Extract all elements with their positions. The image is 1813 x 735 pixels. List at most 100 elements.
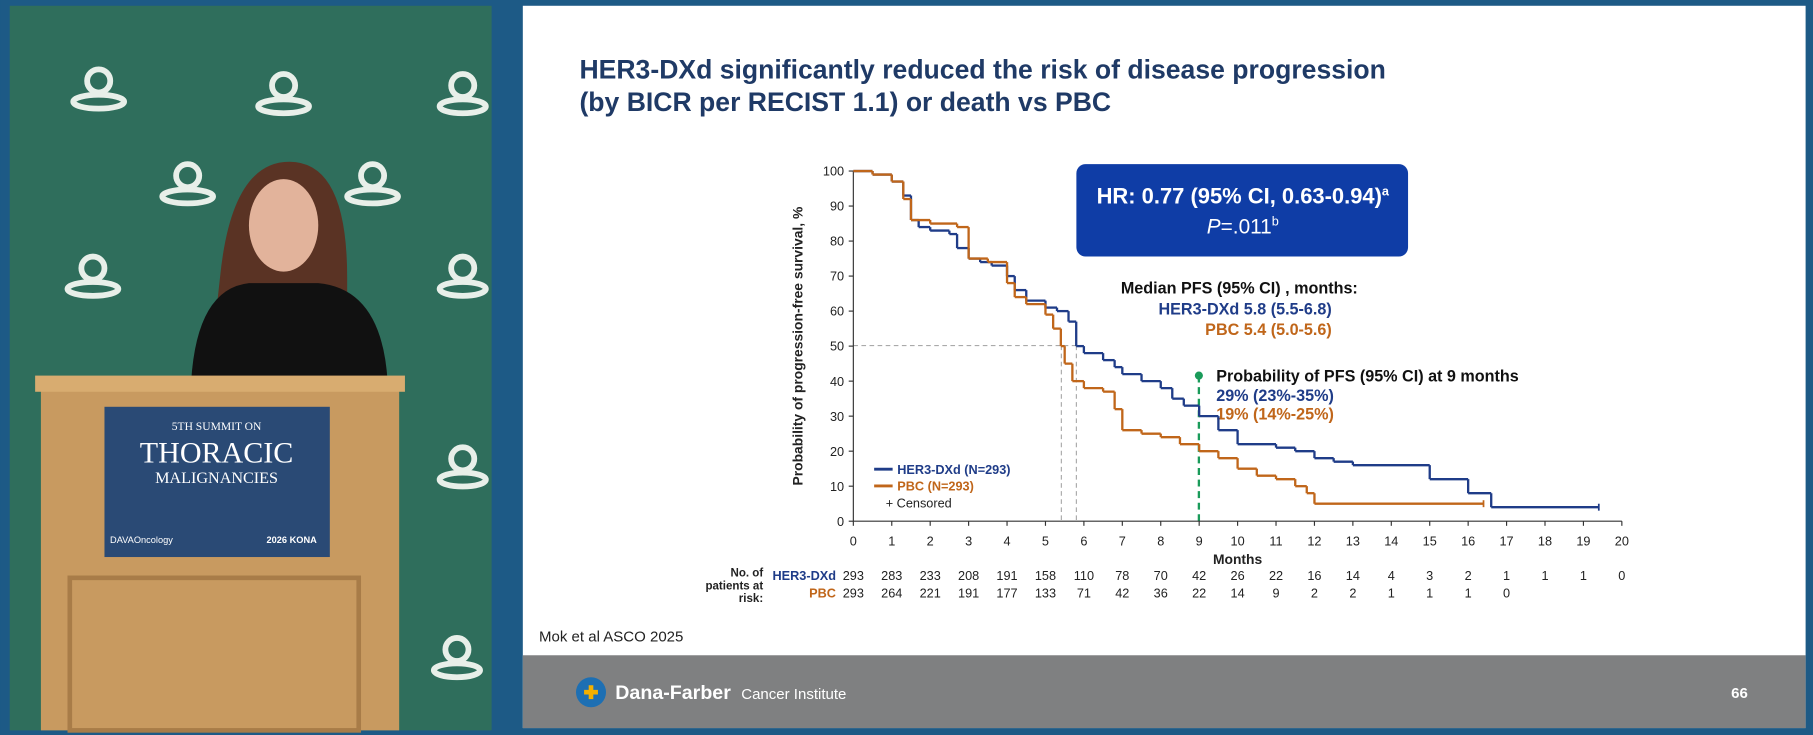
risk-count: 264 <box>881 585 902 600</box>
risk-count: 0 <box>1503 585 1510 600</box>
slide-title: HER3-DXd significantly reduced the risk … <box>579 55 1385 85</box>
slide <box>522 5 1806 729</box>
sign-text: 2026 KONA <box>267 535 318 545</box>
x-tick-label: 7 <box>1119 533 1126 548</box>
risk-count: 1 <box>1426 585 1433 600</box>
y-tick-label: 90 <box>830 199 844 214</box>
sign-text: THORACIC <box>140 436 294 469</box>
median-pbc: PBC 5.4 (5.0-5.6) <box>1205 321 1332 339</box>
x-tick-label: 15 <box>1423 533 1437 548</box>
risk-count: 283 <box>881 568 902 583</box>
footnote-mark: a <box>1382 183 1390 198</box>
risk-count: 293 <box>843 585 864 600</box>
risk-count: 233 <box>920 568 941 583</box>
y-tick-label: 70 <box>830 269 844 284</box>
footer-org: Dana-Farber <box>615 682 731 704</box>
x-tick-label: 8 <box>1157 533 1164 548</box>
x-tick-label: 0 <box>850 533 857 548</box>
podium-panel <box>67 575 362 733</box>
x-tick-label: 13 <box>1346 533 1360 548</box>
risk-count: 42 <box>1192 568 1206 583</box>
x-tick-label: 12 <box>1307 533 1321 548</box>
hr-box <box>1076 164 1409 257</box>
x-tick-label: 20 <box>1615 533 1629 548</box>
nine-month-dot <box>1194 371 1203 380</box>
risk-count: 1 <box>1388 585 1395 600</box>
legend-label: HER3-DXd (N=293) <box>897 462 1010 477</box>
risk-count: 26 <box>1231 568 1245 583</box>
x-tick-label: 4 <box>1004 533 1011 548</box>
risk-count: 4 <box>1388 568 1395 583</box>
x-tick-label: 10 <box>1231 533 1245 548</box>
legend-censored: + Censored <box>886 495 952 510</box>
x-axis-label: Months <box>1213 551 1263 567</box>
risk-count: 2 <box>1465 568 1472 583</box>
pfs9-heading: Probability of PFS (95% CI) at 9 months <box>1216 367 1519 385</box>
risk-count: 293 <box>843 568 864 583</box>
risk-count: 14 <box>1231 585 1245 600</box>
risk-label: risk: <box>739 593 763 605</box>
p-value: =.011 <box>1221 215 1272 238</box>
risk-count: 177 <box>996 585 1017 600</box>
risk-count: 1 <box>1465 585 1472 600</box>
sign-text: MALIGNANCIES <box>155 470 278 487</box>
pfs9-her3: 29% (23%-35%) <box>1216 387 1334 405</box>
footer-logo-cross <box>584 685 598 700</box>
risk-count: 2 <box>1311 585 1318 600</box>
slide-footer <box>522 655 1806 729</box>
risk-count: 14 <box>1346 568 1360 583</box>
hr-value: HR: 0.77 (95% CI, 0.63-0.94) <box>1097 183 1382 208</box>
hr-text: HR: 0.77 (95% CI, 0.63-0.94)a <box>1097 183 1390 208</box>
x-tick-label: 16 <box>1461 533 1475 548</box>
video-panel: 5TH SUMMIT ON THORACIC MALIGNANCIES DAVA… <box>9 5 492 733</box>
y-tick-label: 20 <box>830 444 844 459</box>
risk-count: 16 <box>1307 568 1321 583</box>
risk-count: 208 <box>958 568 979 583</box>
x-tick-label: 1 <box>888 533 895 548</box>
p-text: P=.011b <box>1207 213 1279 238</box>
sign-text: DAVAOncology <box>110 535 173 545</box>
risk-label: patients at <box>705 580 763 592</box>
risk-count: 22 <box>1192 585 1206 600</box>
citation: Mok et al ASCO 2025 <box>539 628 683 645</box>
risk-count: 9 <box>1272 585 1279 600</box>
risk-count: 22 <box>1269 568 1283 583</box>
risk-count: 133 <box>1035 585 1056 600</box>
y-tick-label: 60 <box>830 304 844 319</box>
podium-sign <box>104 406 330 558</box>
p-label: P <box>1207 215 1221 238</box>
x-tick-label: 19 <box>1576 533 1590 548</box>
y-tick-label: 80 <box>830 234 844 249</box>
risk-count: 158 <box>1035 568 1056 583</box>
footer-org-sub: Cancer Institute <box>741 686 846 703</box>
risk-row-name: PBC <box>809 585 836 600</box>
y-tick-label: 40 <box>830 374 844 389</box>
risk-count: 191 <box>958 585 979 600</box>
risk-count: 1 <box>1580 568 1587 583</box>
backdrop-logos <box>64 66 489 681</box>
sign-text: 5TH SUMMIT ON <box>172 421 262 433</box>
y-tick-label: 100 <box>823 164 844 179</box>
risk-count: 2 <box>1349 585 1356 600</box>
x-tick-label: 3 <box>965 533 972 548</box>
y-tick-label: 0 <box>837 514 844 529</box>
speaker-face <box>248 179 319 272</box>
x-tick-label: 17 <box>1500 533 1514 548</box>
x-tick-label: 9 <box>1196 533 1203 548</box>
risk-count: 36 <box>1154 585 1168 600</box>
y-tick-label: 10 <box>830 479 844 494</box>
legend-label: PBC (N=293) <box>897 479 974 494</box>
x-tick-label: 6 <box>1080 533 1087 548</box>
y-axis-label: Probability of progression-free survival… <box>789 207 805 486</box>
risk-count: 0 <box>1618 568 1625 583</box>
risk-row-name: HER3-DXd <box>772 568 836 583</box>
pfs9-pbc: 19% (14%-25%) <box>1216 406 1334 424</box>
risk-count: 191 <box>996 568 1017 583</box>
y-tick-label: 50 <box>830 339 844 354</box>
risk-count: 78 <box>1115 568 1129 583</box>
slide-title: (by BICR per RECIST 1.1) or death vs PBC <box>579 87 1111 117</box>
risk-count: 70 <box>1154 568 1168 583</box>
km-drop <box>871 171 1316 504</box>
y-tick-label: 30 <box>830 409 844 424</box>
